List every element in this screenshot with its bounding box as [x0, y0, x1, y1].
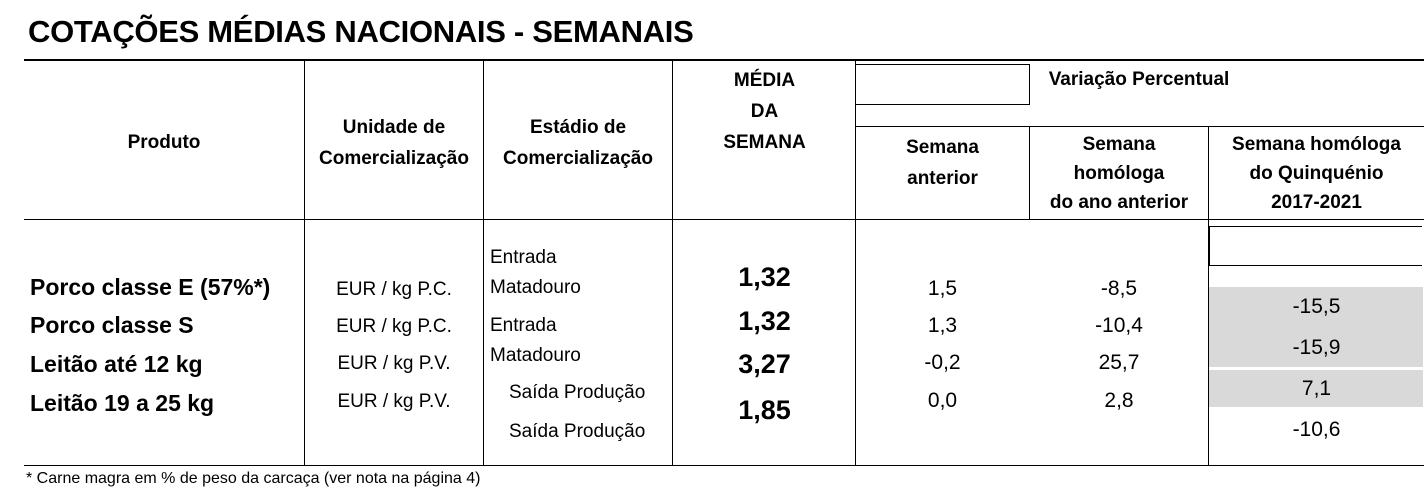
unit-cell: EUR / kg P.C. — [336, 279, 452, 300]
variation-five-year: -10,6 — [1292, 418, 1341, 441]
table-top-border — [24, 59, 1424, 61]
stage-label: Saída Produção — [509, 421, 646, 442]
quinquenio-empty-box — [1209, 226, 1422, 266]
header-line: Semana — [1082, 134, 1156, 155]
product-name: Porco classe S — [30, 312, 194, 338]
header-line: Estádio de — [529, 117, 627, 138]
header-line: homóloga — [1073, 163, 1165, 184]
header-estadio: Estádio de Comercialização — [484, 112, 672, 174]
header-line: DA — [750, 101, 779, 122]
variation-previous-week: 1,3 — [927, 314, 958, 337]
header-empty-box — [856, 64, 1030, 105]
product-name: Leitão até 12 kg — [30, 351, 203, 377]
header-line: SEMANA — [723, 132, 806, 153]
variation-previous-year: 2,8 — [1104, 389, 1134, 412]
header-line: Semana — [906, 137, 979, 158]
weekly-average: 3,27 — [738, 349, 791, 379]
header-line: anterior — [907, 168, 978, 189]
header-line: Semana homóloga — [1232, 134, 1401, 155]
variation-previous-year: 25,7 — [1098, 351, 1140, 374]
product-name: Porco classe E (57%*) — [30, 274, 271, 300]
table-bottom-border — [24, 465, 1424, 466]
header-line: Comercialização — [319, 148, 469, 169]
page-title: COTAÇÕES MÉDIAS NACIONAIS - SEMANAIS — [28, 14, 694, 49]
variation-previous-week: 0,0 — [927, 389, 958, 412]
variation-five-year: -15,5 — [1292, 295, 1341, 318]
stage-label: Saída Produção — [509, 382, 646, 403]
column-divider — [855, 60, 856, 465]
shaded-cells — [1209, 287, 1423, 367]
header-line: MÉDIA — [733, 70, 796, 91]
stage-label: Entrada — [490, 315, 557, 336]
product-name: Leitão 19 a 25 kg — [30, 390, 215, 416]
variation-previous-week: 1,5 — [927, 277, 958, 300]
stage-label: Matadouro — [490, 277, 581, 298]
header-semana-homologa: Semana homóloga do ano anterior — [1030, 130, 1208, 217]
header-line: 2017-2021 — [1271, 192, 1362, 213]
shaded-cell — [1209, 370, 1423, 407]
weekly-average: 1,32 — [738, 306, 791, 336]
column-divider — [1029, 127, 1030, 220]
footnote: * Carne magra em % de peso da carcaça (v… — [26, 470, 481, 487]
header-line: Comercialização — [503, 148, 653, 169]
variation-five-year: 7,1 — [1301, 377, 1332, 400]
header-bottom-border — [24, 219, 1424, 220]
header-media: MÉDIA DA SEMANA — [673, 65, 856, 158]
header-unidade: Unidade de Comercialização — [305, 112, 483, 174]
column-divider — [304, 60, 305, 465]
variation-five-year: -15,9 — [1292, 336, 1341, 359]
header-produto: Produto — [127, 132, 201, 153]
header-line: Unidade de — [342, 117, 446, 138]
weekly-average: 1,32 — [738, 262, 791, 292]
variation-previous-week: -0,2 — [924, 351, 961, 374]
column-divider — [483, 60, 484, 465]
unit-cell: EUR / kg P.C. — [336, 316, 452, 337]
header-semana-anterior: Semana anterior — [856, 132, 1029, 194]
weekly-average: 1,85 — [738, 395, 791, 425]
stage-label: Matadouro — [490, 345, 581, 366]
variation-subheader-line — [856, 126, 1424, 127]
variation-previous-year: -10,4 — [1095, 314, 1143, 337]
column-divider — [1208, 127, 1209, 465]
header-line: do Quinquénio — [1249, 163, 1384, 184]
column-divider — [672, 60, 673, 465]
header-quinquenio: Semana homóloga do Quinquénio 2017-2021 — [1209, 130, 1424, 217]
header-line: do ano anterior — [1049, 192, 1189, 213]
stage-label: Entrada — [490, 247, 557, 268]
header-variacao: Variação Percentual — [1048, 69, 1230, 90]
variation-previous-year: -8,5 — [1100, 277, 1138, 300]
unit-cell: EUR / kg P.V. — [337, 353, 451, 374]
unit-cell: EUR / kg P.V. — [337, 391, 451, 412]
